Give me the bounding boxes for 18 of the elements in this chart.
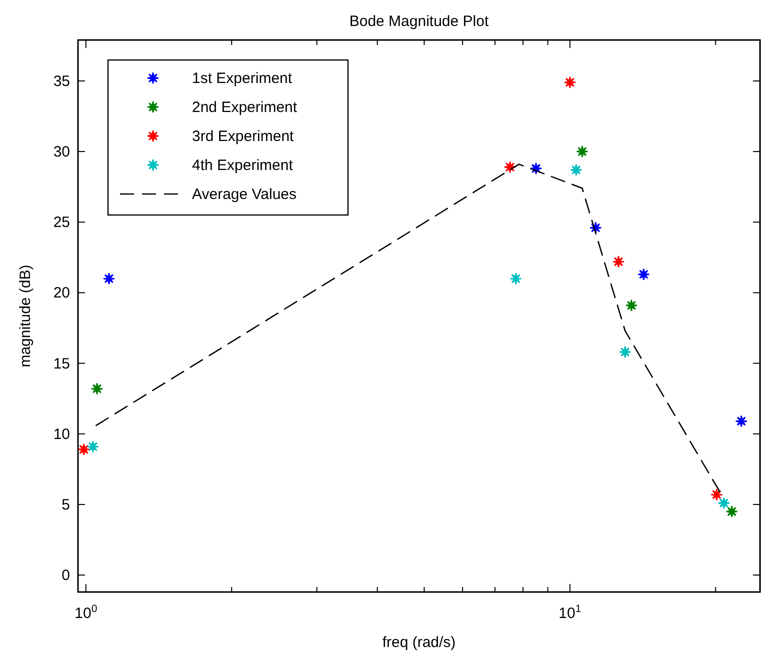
legend-label: Average Values [192, 186, 297, 203]
y-tick-label: 30 [53, 144, 70, 161]
legend-label: 3rd Experiment [192, 128, 295, 145]
y-tick-label: 5 [62, 496, 70, 514]
y-tick-label: 15 [53, 355, 70, 372]
y-tick-label: 20 [53, 284, 70, 302]
y-tick-label: 0 [62, 567, 70, 584]
y-tick-label: 25 [53, 214, 70, 232]
y-axis-title: magnitude (dB) [17, 264, 34, 368]
chart-title: Bode Magnitude Plot [349, 13, 490, 30]
legend-label: 4th Experiment [192, 157, 294, 174]
x-axis-title: freq (rad/s) [382, 634, 456, 651]
y-tick-label: 35 [53, 72, 70, 90]
legend-label: 1st Experiment [192, 70, 293, 87]
y-tick-label: 10 [53, 426, 70, 443]
x-tick-label: 10$^{0}$ [74, 603, 98, 622]
legend-label: 2nd Experiment [192, 99, 298, 116]
x-tick-label: 10$^{1}$ [558, 603, 582, 622]
